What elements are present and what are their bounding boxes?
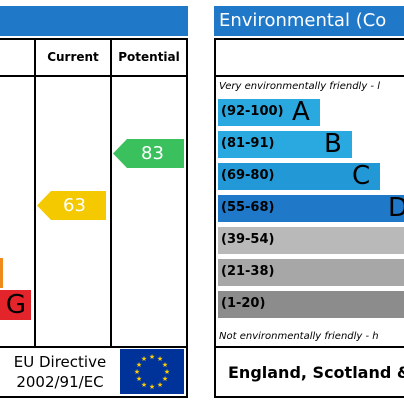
environmental-band-range: (1-20) [221, 296, 266, 311]
environmental-panel-title: Environmental (Co [219, 10, 387, 31]
environmental-band-5: (21-38) [218, 259, 404, 286]
environmental-band-0: (92-100) A [218, 97, 320, 127]
environmental-band-3: (55-68) D [218, 193, 404, 223]
energy-panel-header [0, 6, 188, 36]
potential-rating-arrow: 83 [113, 139, 184, 168]
column-current-header: Current [47, 50, 99, 64]
energy-band-g-letter: G [5, 290, 26, 320]
environmental-band-range: (92-100) [221, 104, 284, 119]
environmental-band-range: (69-80) [221, 168, 275, 183]
environmental-header-divider [216, 75, 404, 77]
environmental-band-letter: A [292, 97, 310, 127]
potential-rating-arrow-shape [113, 139, 184, 168]
energy-band-g: G [0, 290, 31, 320]
svg-text:★: ★ [157, 381, 163, 389]
environmental-panel-header: Environmental (Co [214, 6, 404, 36]
environmental-band-1: (81-91) B [218, 129, 352, 159]
environmental-panel-frame [214, 38, 404, 398]
current-rating-arrow: 63 [37, 191, 106, 220]
environmental-footer-text: England, Scotland & [228, 363, 404, 382]
environmental-band-range: (39-54) [221, 232, 275, 247]
energy-potential-divider [110, 38, 112, 348]
energy-panel-frame [0, 38, 188, 398]
energy-band-f [0, 258, 3, 288]
svg-text:★: ★ [149, 383, 155, 391]
environmental-band-4: (39-54) [218, 227, 404, 254]
svg-text:★: ★ [136, 375, 142, 383]
potential-rating-value: 83 [141, 143, 164, 164]
energy-header-divider [0, 75, 186, 77]
environmental-bottom-note: Not environmentally friendly - h [219, 331, 379, 342]
environmental-band-range: (81-91) [221, 136, 275, 151]
eu-directive-line1: EU Directive [13, 353, 107, 371]
eu-directive-line2: 2002/91/EC [16, 373, 104, 391]
svg-text:★: ★ [141, 355, 147, 363]
environmental-top-note: Very environmentally friendly - l [219, 81, 380, 92]
column-potential-header: Potential [118, 50, 180, 64]
energy-footer-divider [0, 346, 186, 348]
svg-text:★: ★ [136, 361, 142, 369]
svg-text:★: ★ [162, 361, 168, 369]
environmental-band-letter: B [324, 129, 342, 159]
svg-text:★: ★ [149, 353, 155, 361]
environmental-band-range: (21-38) [221, 264, 275, 279]
svg-text:★: ★ [162, 375, 168, 383]
eu-flag-icon: ★ ★ ★ ★ ★ ★ ★ ★ ★ ★ ★ ★ [120, 349, 184, 394]
svg-text:★: ★ [141, 381, 147, 389]
svg-text:★: ★ [157, 355, 163, 363]
environmental-band-2: (69-80) C [218, 161, 380, 191]
environmental-footer-divider [216, 346, 404, 348]
current-rating-arrow-shape [37, 191, 106, 220]
environmental-band-range: (55-68) [221, 200, 275, 215]
svg-text:★: ★ [164, 368, 170, 376]
current-rating-value: 63 [63, 195, 86, 216]
environmental-band-letter: C [352, 161, 371, 191]
svg-text:★: ★ [134, 368, 140, 376]
energy-current-divider [34, 38, 36, 348]
environmental-band-6: (1-20) [218, 291, 404, 318]
eu-directive-text: EU Directive 2002/91/EC [0, 352, 120, 392]
environmental-band-letter: D [388, 193, 404, 223]
